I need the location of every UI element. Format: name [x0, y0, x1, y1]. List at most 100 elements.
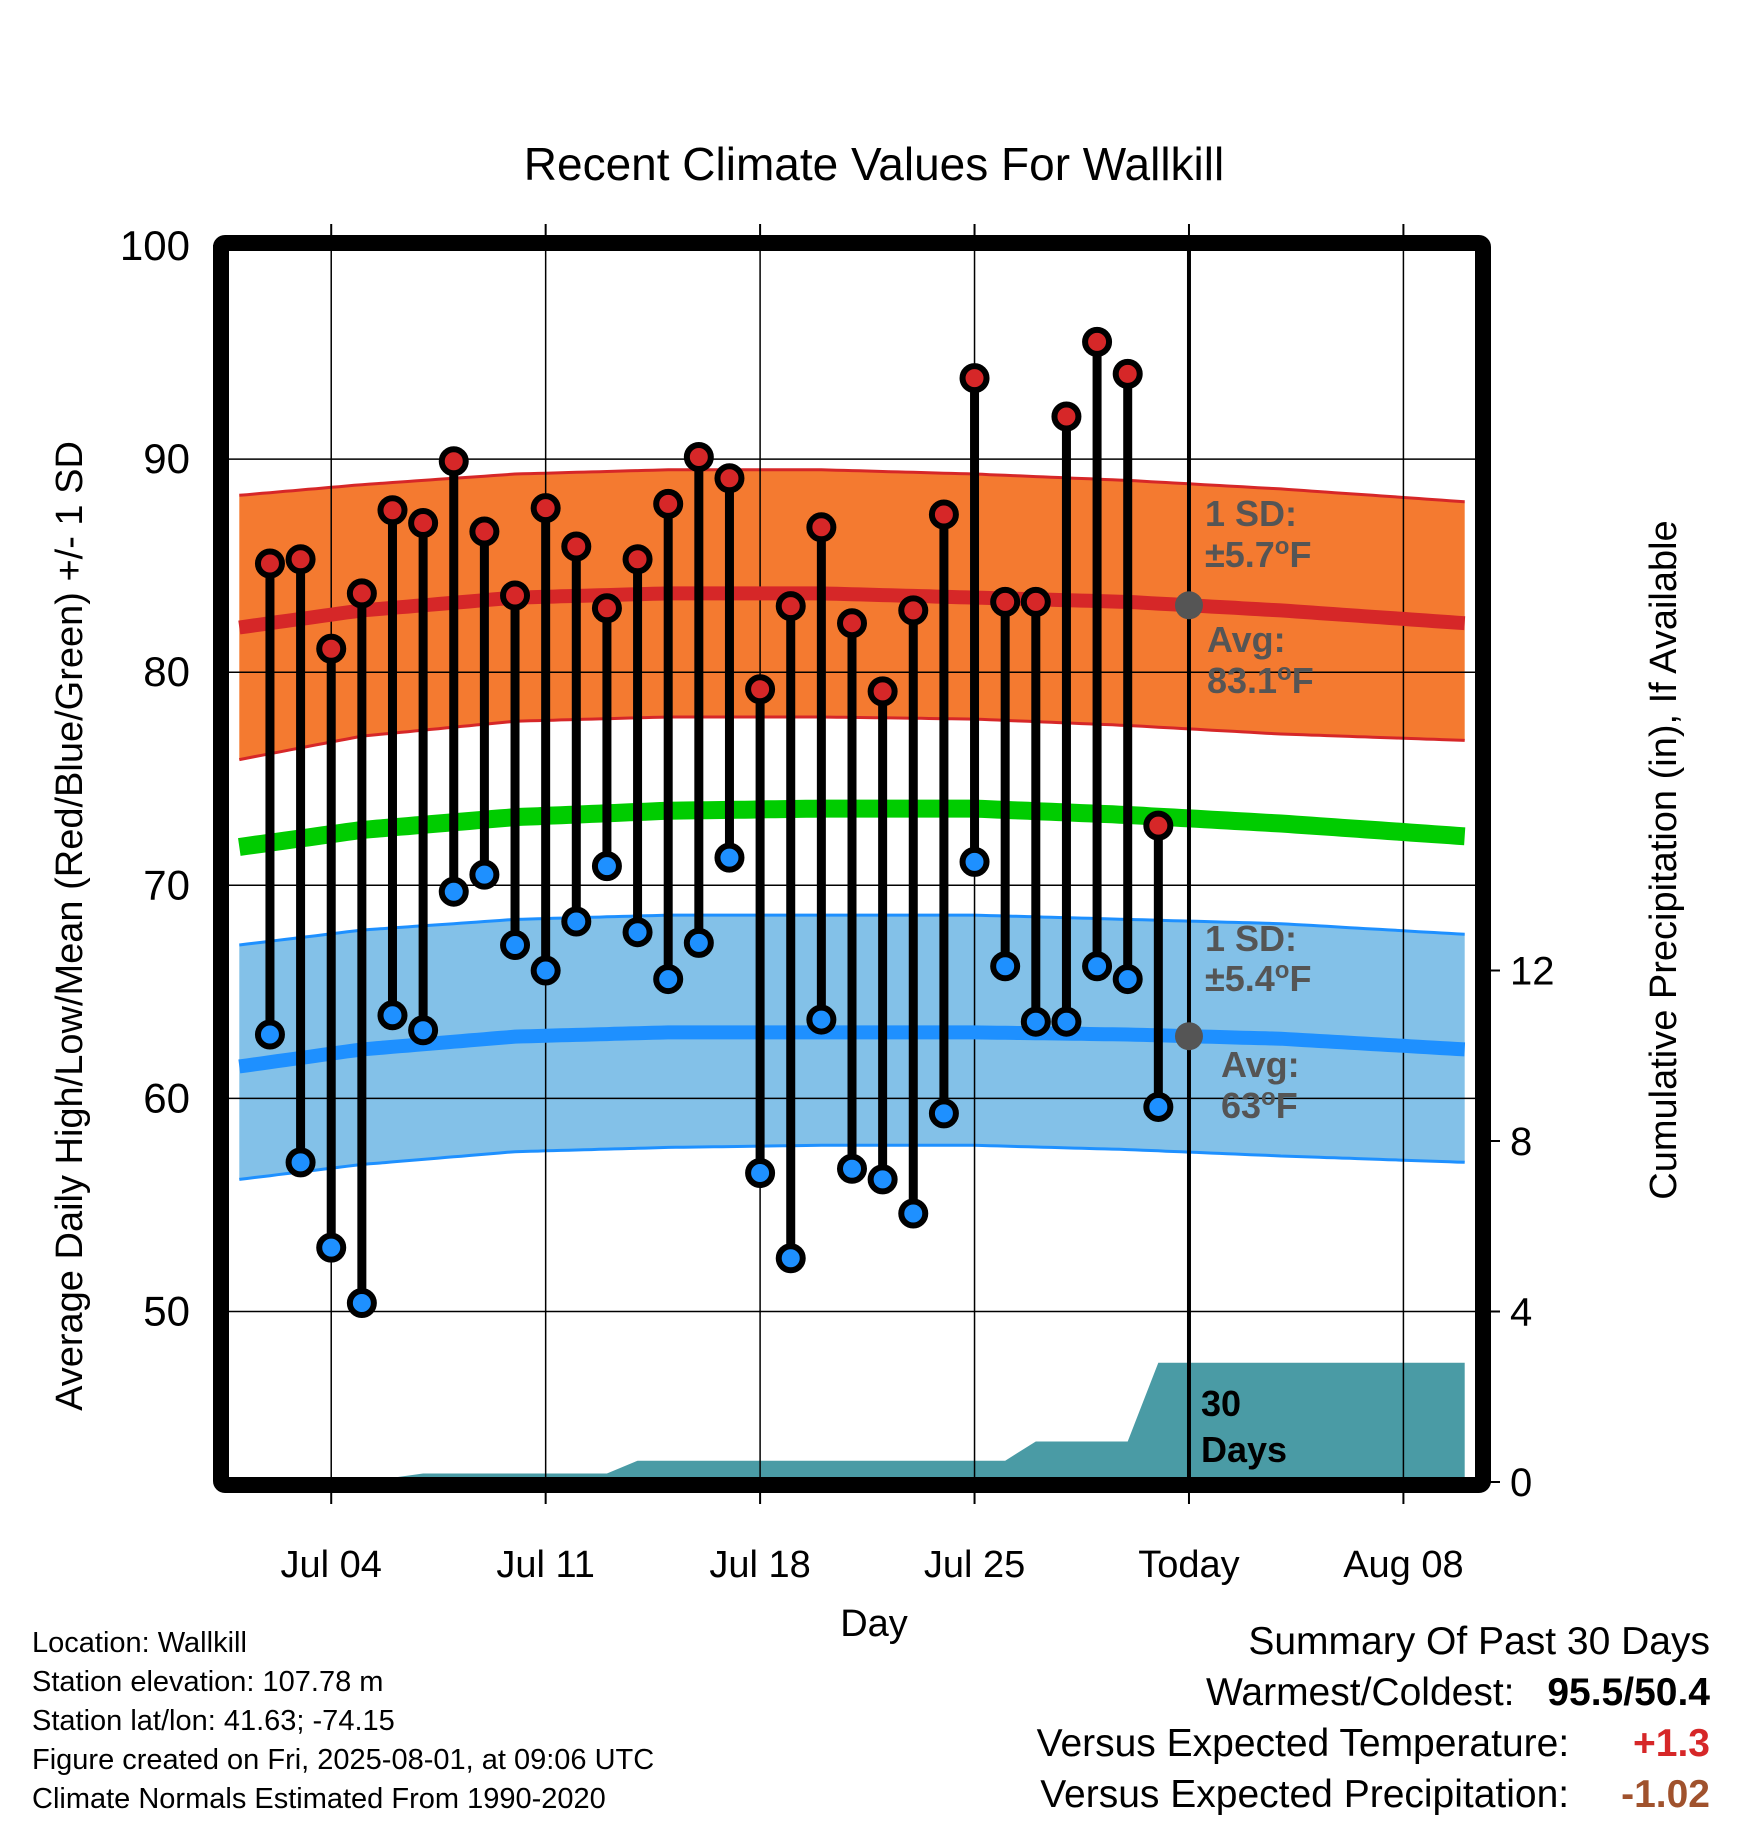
daily-low-point — [254, 1019, 285, 1050]
y-tick-label: 60 — [143, 1074, 190, 1121]
daily-low-point — [469, 859, 500, 890]
x-tick-label: Jul 04 — [281, 1544, 382, 1586]
daily-low-point — [1143, 1091, 1174, 1122]
high-sd-title: 1 SD: — [1205, 493, 1297, 534]
daily-low-point — [745, 1158, 776, 1188]
daily-high-point — [1020, 586, 1051, 617]
today-low-avg-marker — [1174, 1022, 1203, 1051]
high-avg-value: 83.1oF — [1207, 659, 1314, 702]
daily-low-point — [1051, 1006, 1082, 1037]
y-tick-label: 100 — [120, 222, 190, 269]
figure-created: Figure created on Fri, 2025-08-01, at 09… — [32, 1744, 655, 1776]
daily-high-point — [316, 633, 347, 664]
climate-normals-note: Climate Normals Estimated From 1990-2020 — [32, 1783, 606, 1815]
x-tick-label: Jul 18 — [709, 1544, 810, 1586]
summary-title: Summary Of Past 30 Days — [1248, 1620, 1710, 1663]
x-tick-label: Jul 11 — [496, 1544, 595, 1586]
daily-high-point — [591, 593, 622, 624]
daily-high-point — [959, 363, 990, 394]
x-tick-label: Today — [1138, 1544, 1239, 1586]
daily-low-point — [837, 1153, 867, 1184]
daily-low-point — [775, 1243, 806, 1274]
y2-tick-label: 12 — [1510, 950, 1555, 994]
daily-high-point — [377, 495, 408, 526]
daily-low-point — [285, 1147, 316, 1178]
temp-value: +1.3 — [1633, 1722, 1710, 1765]
daily-high-point — [530, 493, 561, 524]
daily-low-point — [438, 876, 469, 907]
daily-high-point — [285, 544, 316, 575]
daily-low-point — [500, 929, 531, 960]
daily-high-point — [254, 548, 285, 579]
daily-high-point — [1112, 358, 1143, 389]
daily-low-point — [1112, 964, 1143, 995]
daily-low-point — [867, 1164, 898, 1195]
low-avg-value: 63oF — [1221, 1084, 1298, 1127]
station-location: Location: Wallkill — [32, 1627, 247, 1659]
x-axis-label: Day — [840, 1603, 908, 1645]
station-info: Location: Wallkill Station elevation: 10… — [32, 1624, 654, 1819]
precip-label: Versus Expected Precipitation: — [1040, 1773, 1570, 1816]
y-tick-label: 80 — [143, 648, 190, 695]
daily-low-point — [806, 1004, 837, 1035]
daily-low-point — [683, 927, 714, 958]
days-label-word: Days — [1201, 1429, 1287, 1470]
warmest-label: Warmest/Coldest: — [1206, 1671, 1515, 1714]
daily-low-point — [530, 955, 561, 986]
days-label-number: 30 — [1201, 1383, 1241, 1424]
daily-low-point — [622, 917, 653, 948]
daily-low-point — [959, 846, 990, 877]
daily-high-point — [561, 531, 592, 562]
daily-high-point — [1082, 326, 1113, 357]
station-elevation: Station elevation: 107.78 m — [32, 1666, 384, 1698]
daily-high-point — [990, 586, 1021, 617]
daily-high-point — [653, 488, 684, 519]
summary-warmest-row: Warmest/Coldest: 95.5/50.4 — [1037, 1667, 1710, 1718]
daily-low-point — [653, 964, 684, 995]
daily-high-point — [837, 608, 867, 639]
daily-high-point — [438, 446, 469, 477]
daily-low-point — [346, 1287, 377, 1318]
daily-high-point — [898, 595, 929, 626]
low-sd-value: ±5.4oF — [1205, 957, 1311, 1000]
plot-frame — [213, 235, 1491, 1493]
daily-high-point — [346, 578, 377, 609]
y2-tick-label: 4 — [1510, 1291, 1532, 1335]
daily-low-point — [990, 951, 1021, 982]
daily-high-point — [714, 463, 745, 494]
today-high-avg-marker — [1174, 591, 1203, 620]
daily-high-point — [500, 580, 531, 611]
summary-precip-row: Versus Expected Precipitation: -1.02 — [1037, 1769, 1710, 1820]
daily-high-point — [775, 591, 806, 622]
summary-temp-row: Versus Expected Temperature: +1.3 — [1037, 1718, 1710, 1769]
daily-high-point — [1143, 810, 1174, 841]
y-axis-label: Average Daily High/Low/Mean (Red/Blue/Gr… — [49, 441, 91, 1411]
y2-tick-label: 8 — [1510, 1120, 1532, 1164]
summary-panel: Summary Of Past 30 Days Warmest/Coldest:… — [1037, 1616, 1710, 1820]
daily-low-point — [1082, 951, 1113, 982]
low-avg-title: Avg: — [1221, 1044, 1300, 1085]
y2-axis-label: Cumulative Precipitation (in), If Availa… — [1643, 520, 1685, 1199]
x-tick-label: Jul 25 — [924, 1544, 1025, 1586]
daily-low-point — [377, 1000, 408, 1031]
station-latlon: Station lat/lon: 41.63; -74.15 — [32, 1705, 395, 1737]
daily-high-point — [408, 508, 439, 539]
chart-title: Recent Climate Values For Wallkill — [524, 138, 1224, 190]
daily-high-point — [806, 512, 837, 543]
high-sd-upper-line — [239, 468, 1465, 504]
daily-low-point — [408, 1015, 439, 1046]
daily-low-point — [898, 1198, 929, 1229]
warmest-value: 95.5/50.4 — [1547, 1671, 1710, 1714]
daily-high-point — [622, 544, 653, 575]
y-tick-label: 90 — [143, 435, 190, 482]
daily-high-point — [683, 441, 714, 472]
temp-label: Versus Expected Temperature: — [1036, 1722, 1570, 1765]
daily-low-point — [591, 851, 622, 882]
daily-low-point — [1020, 1006, 1051, 1037]
daily-high-point — [745, 674, 776, 705]
daily-low-point — [316, 1232, 347, 1263]
y-tick-label: 50 — [143, 1288, 190, 1335]
daily-high-point — [867, 676, 898, 707]
